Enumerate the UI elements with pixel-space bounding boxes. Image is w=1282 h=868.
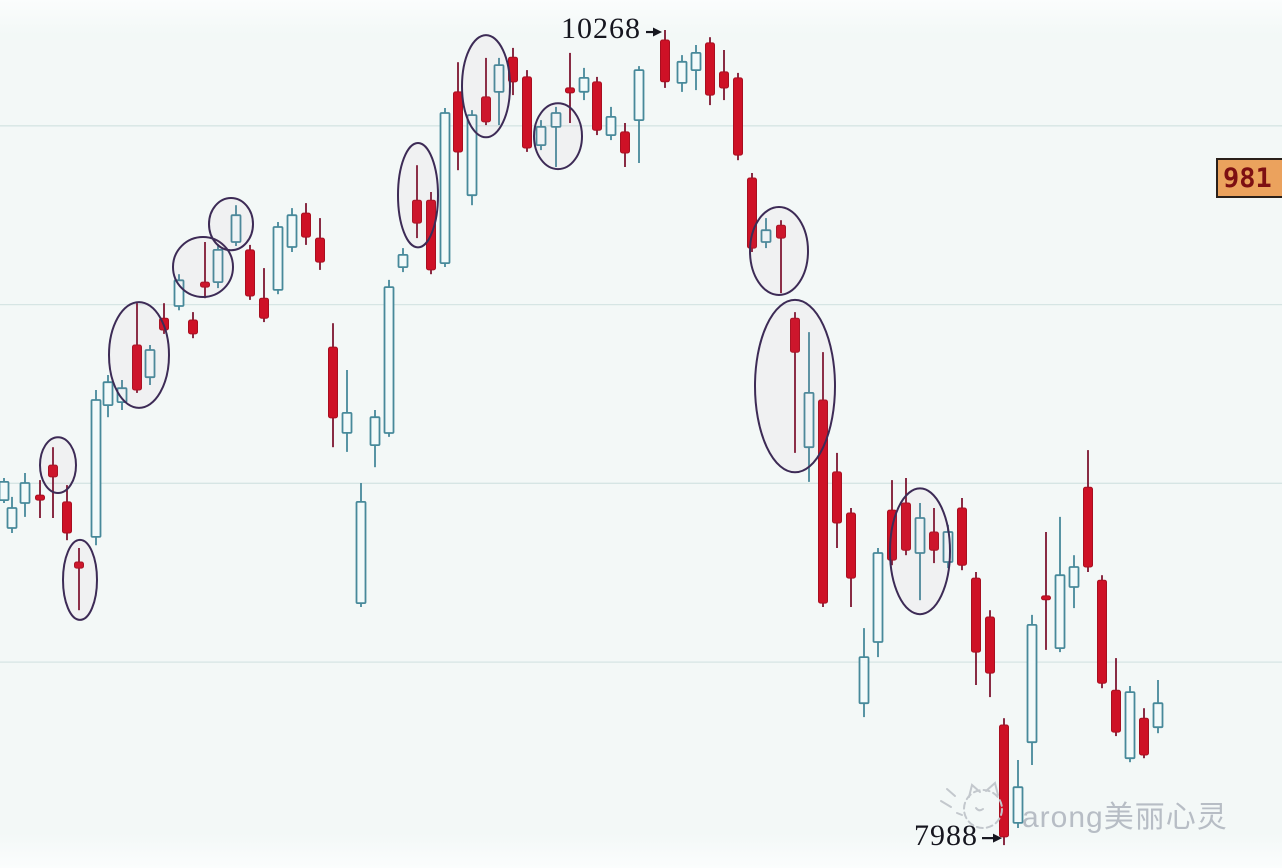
candle-body-bearish <box>705 42 715 96</box>
candle-body-bearish <box>565 87 575 94</box>
candle-body-bullish <box>116 387 128 404</box>
candle-body-bullish <box>1054 574 1066 650</box>
candle-body-bearish <box>999 724 1009 838</box>
candle-body-bullish <box>272 226 284 291</box>
pattern-highlight-ellipse <box>108 301 170 409</box>
candle-body-bearish <box>1139 717 1149 756</box>
candle-body-bearish <box>259 297 269 319</box>
right-axis-price-tag: 981 <box>1216 158 1282 198</box>
candle-body-bullish <box>1152 702 1164 729</box>
candle-body-bearish <box>971 577 981 653</box>
candle-body-bullish <box>690 52 702 72</box>
candle-body-bullish <box>872 552 884 643</box>
candle-body-bearish <box>132 344 142 391</box>
candle-body-bullish <box>102 381 114 407</box>
pattern-highlight-ellipse <box>533 102 583 171</box>
candle-body-bullish <box>858 656 870 705</box>
candle-body-bullish <box>1124 691 1136 760</box>
candle-body-bullish <box>90 399 102 538</box>
candle-body-bearish <box>481 96 491 123</box>
candle-body-bearish <box>48 464 58 478</box>
candle-body-bullish <box>212 248 224 283</box>
candle-body-bullish <box>633 69 645 121</box>
candle-body-bearish <box>985 616 995 674</box>
candle-body-bullish <box>144 349 156 379</box>
candle-body-bullish <box>676 60 688 84</box>
candle-body-bearish <box>719 71 729 89</box>
candle-body-bearish <box>1083 486 1093 568</box>
candle-body-bullish <box>550 112 562 128</box>
pattern-highlight-ellipse <box>39 436 77 495</box>
candle-body-bearish <box>620 131 630 154</box>
candle-body-bearish <box>245 249 255 297</box>
candle-body-bullish <box>230 214 242 243</box>
candle-body-bearish <box>929 531 939 551</box>
candle-body-bearish <box>790 317 800 353</box>
candle-body-bearish <box>62 501 72 534</box>
pattern-highlight-ellipse <box>461 34 511 139</box>
candle-body-bearish <box>188 319 198 335</box>
candle-body-bearish <box>315 237 325 263</box>
candle-body-bullish <box>466 114 478 197</box>
candle-body-bearish <box>592 81 602 131</box>
pattern-highlight-ellipse <box>749 206 809 296</box>
candle-body-bullish <box>383 286 395 434</box>
candle-body-bullish <box>286 214 298 248</box>
candle-body-bullish <box>605 116 617 137</box>
candle-body-bearish <box>301 212 311 238</box>
candle-body-bullish <box>493 64 505 93</box>
candle-body-bullish <box>535 126 547 147</box>
pattern-highlight-ellipse <box>889 487 951 616</box>
candle-body-bearish <box>733 77 743 156</box>
candle-body-bullish <box>1012 786 1024 824</box>
candle-body-bearish <box>1097 579 1107 684</box>
candle-body-bullish <box>19 482 31 504</box>
candle-body-bearish <box>776 224 786 239</box>
candle-body-bullish <box>914 517 926 554</box>
candle-body-bearish <box>660 39 670 83</box>
candle-body-bearish <box>328 346 338 419</box>
candle-body-bullish <box>397 253 409 268</box>
candle-body-bullish <box>439 112 451 265</box>
pattern-highlight-ellipse <box>172 236 234 298</box>
candle-body-bearish <box>412 199 422 224</box>
candle-body-bullish <box>369 416 381 447</box>
high-callout-arrow-head <box>653 27 662 37</box>
pattern-highlight-ellipse <box>208 197 254 252</box>
candle-body-bearish <box>453 91 463 153</box>
candle-body-bearish <box>1041 595 1051 601</box>
candle-body-bullish <box>1026 624 1038 744</box>
candle-body-bearish <box>957 507 967 566</box>
candle-body-bullish <box>803 391 815 449</box>
low-callout-arrow-head <box>993 833 1002 843</box>
candle-body-bullish <box>760 229 772 243</box>
candle-body-bullish <box>578 77 590 93</box>
candle-body-bullish <box>355 500 367 604</box>
candle-body-bearish <box>846 512 856 579</box>
pattern-highlight-ellipse <box>62 538 98 621</box>
low-price-callout: 7988 <box>914 819 978 852</box>
candle-body-bearish <box>832 471 842 524</box>
right-axis-price-text: 981 <box>1223 162 1272 194</box>
candle-body-bearish <box>200 281 210 288</box>
candle-body-bullish <box>1068 566 1080 588</box>
candle-body-bearish <box>1111 689 1121 733</box>
candle-body-bearish <box>74 561 84 569</box>
candle-body-bullish <box>341 411 353 434</box>
pattern-highlight-ellipse <box>397 142 439 249</box>
candle-body-bearish <box>901 502 911 551</box>
candle-body-bullish <box>0 481 10 501</box>
candle-body-bearish <box>522 76 532 149</box>
high-price-callout: 10268 <box>561 12 641 45</box>
candle-body-bearish <box>35 494 45 501</box>
candle-body-bullish <box>6 507 18 529</box>
pattern-highlight-ellipse <box>754 298 836 474</box>
